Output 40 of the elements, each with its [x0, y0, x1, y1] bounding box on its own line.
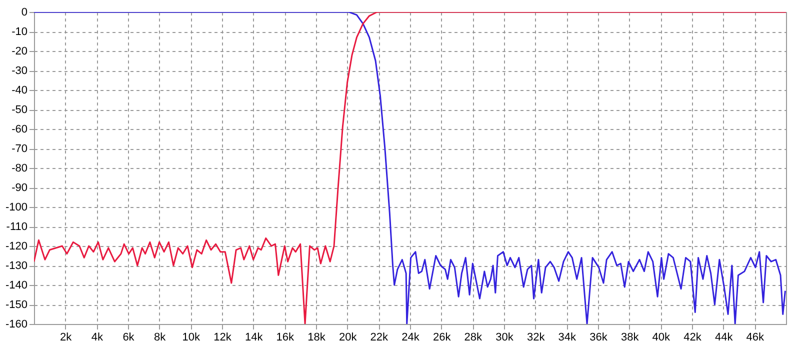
x-tick-label: 26k [432, 332, 452, 344]
x-tick-label: 10k [182, 332, 201, 344]
x-tick-label: 16k [276, 332, 295, 344]
x-tick-label: 20k [338, 332, 358, 344]
x-tick-label: 30k [496, 332, 514, 344]
x-tick-label: 8k [154, 332, 166, 344]
y-tick-label: -50 [12, 104, 28, 116]
y-tick-label: -140 [5, 280, 28, 292]
x-tick-label: 44k [714, 332, 734, 344]
x-tick-label: 34k [558, 332, 577, 344]
y-tick-label: -80 [12, 162, 28, 174]
y-tick-label: -150 [5, 299, 28, 311]
y-tick-label: -60 [12, 124, 28, 136]
x-tick-label: 32k [526, 332, 546, 344]
x-tick-label: 42k [684, 332, 702, 344]
x-tick-label: 6k [122, 332, 135, 344]
x-tick-label: 46k [746, 332, 765, 344]
y-tick-label: -100 [5, 202, 28, 214]
y-tick-label: -130 [5, 260, 28, 272]
x-tick-label: 18k [308, 332, 326, 344]
x-tick-label: 40k [652, 332, 671, 344]
y-tick-label: -10 [12, 26, 28, 38]
y-tick-label: 0 [21, 6, 28, 18]
x-tick-label: 14k [244, 332, 264, 344]
y-tick-label: -110 [6, 221, 28, 233]
y-tick-label: -20 [12, 46, 28, 58]
y-tick-label: -40 [12, 84, 28, 96]
y-tick-label: -160 [5, 318, 28, 330]
x-tick-label: 28k [464, 332, 483, 344]
y-tick-label: -120 [5, 240, 28, 252]
x-tick-label: 24k [402, 332, 420, 344]
x-tick-label: 4k [91, 332, 104, 344]
x-tick-label: 22k [370, 332, 389, 344]
y-tick-label: -90 [12, 182, 28, 194]
x-tick-label: 38k [620, 332, 640, 344]
y-tick-label: -70 [12, 143, 28, 155]
x-tick-label: 2k [60, 332, 72, 344]
x-tick-label: 36k [590, 332, 608, 344]
y-tick-label: -30 [12, 65, 28, 77]
x-tick-label: 12k [214, 332, 232, 344]
